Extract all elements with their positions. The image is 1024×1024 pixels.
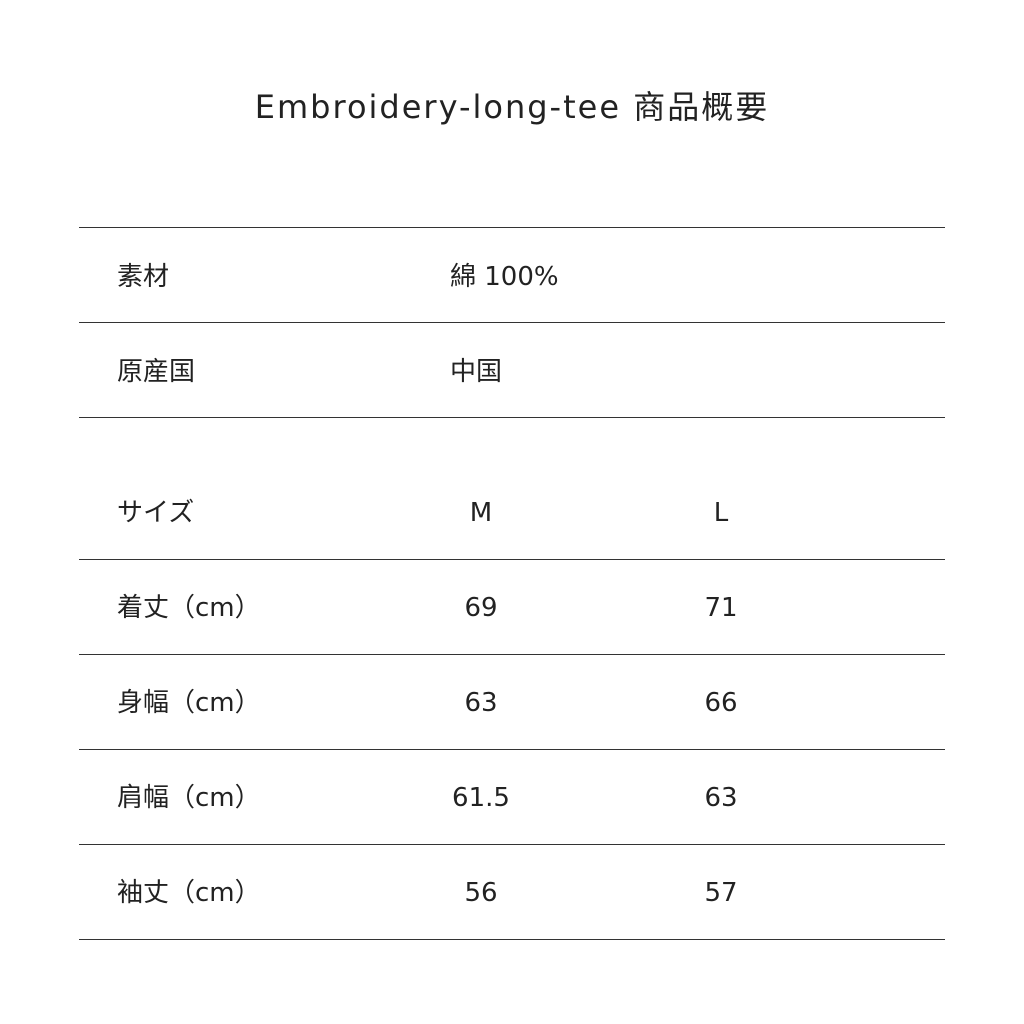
divider [79,227,945,228]
divider [79,749,945,750]
divider [79,322,945,323]
table-row-m: 63 [464,688,498,718]
size-header-l: L [713,498,729,528]
table-row-label: 身幅（cm） [117,688,261,718]
size-header-label: サイズ [117,498,195,528]
table-row-l: 71 [704,593,738,623]
table-row-label: 肩幅（cm） [117,783,261,813]
table-row-l: 66 [704,688,738,718]
divider [79,844,945,845]
origin-value: 中国 [450,357,503,387]
table-row-label: 袖丈（cm） [117,878,261,908]
table-row-m: 61.5 [452,783,510,813]
table-row-label: 着丈（cm） [117,593,261,623]
origin-label: 原産国 [117,357,196,387]
divider [79,654,945,655]
table-row-l: 57 [704,878,738,908]
table-row-m: 69 [464,593,498,623]
divider [79,939,945,940]
table-row-l: 63 [704,783,738,813]
size-header-m: M [469,498,493,528]
table-row-m: 56 [464,878,498,908]
page-title: Embroidery-long-tee 商品概要 [254,88,770,126]
material-label: 素材 [117,262,170,292]
divider [79,417,945,418]
divider [79,559,945,560]
material-value: 綿 100% [450,262,559,292]
